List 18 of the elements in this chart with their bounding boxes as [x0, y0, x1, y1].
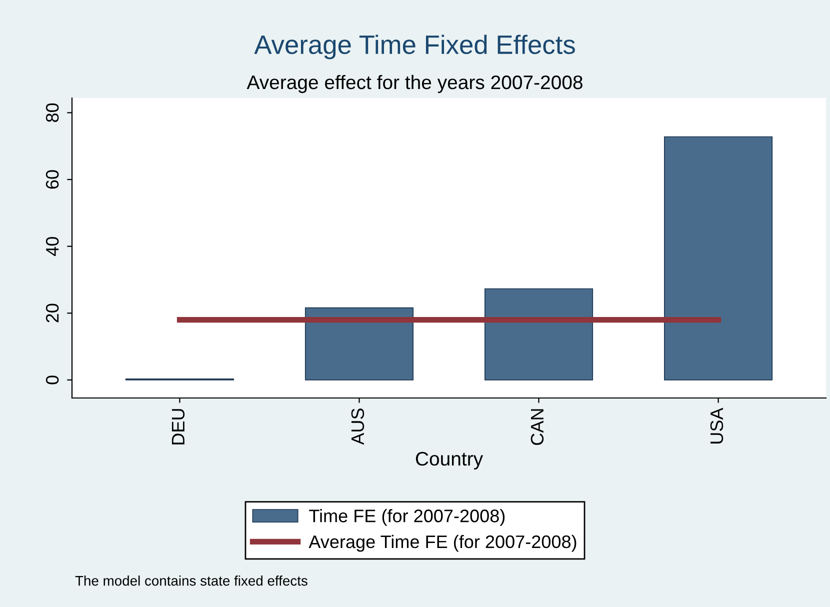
x-tick-label: DEU [172, 409, 185, 444]
bar [664, 136, 773, 380]
x-axis-title: Country [416, 452, 484, 470]
y-tick-label: 60 [46, 170, 59, 189]
chart-title: Average Time Fixed Effects [254, 34, 575, 60]
x-tick-label: CAN [530, 409, 544, 445]
y-tick-label: 80 [46, 103, 59, 122]
bar [304, 307, 414, 380]
x-tick-label: USA [710, 408, 724, 444]
y-tick-label: 0 [46, 376, 59, 384]
bar [484, 288, 594, 380]
legend-label: Average Time FE (for 2007-2008) [308, 534, 576, 552]
text: The model contains state fixed effects [75, 576, 308, 586]
x-tick-label: AUS [351, 408, 364, 445]
y-tick-label: 20 [46, 304, 59, 322]
y-tick-label: 40 [46, 236, 59, 256]
legend-label: Time FE (for 2007-2008) [309, 509, 505, 526]
chart-subtitle: Average effect for the years 2007-2008 [246, 74, 582, 94]
